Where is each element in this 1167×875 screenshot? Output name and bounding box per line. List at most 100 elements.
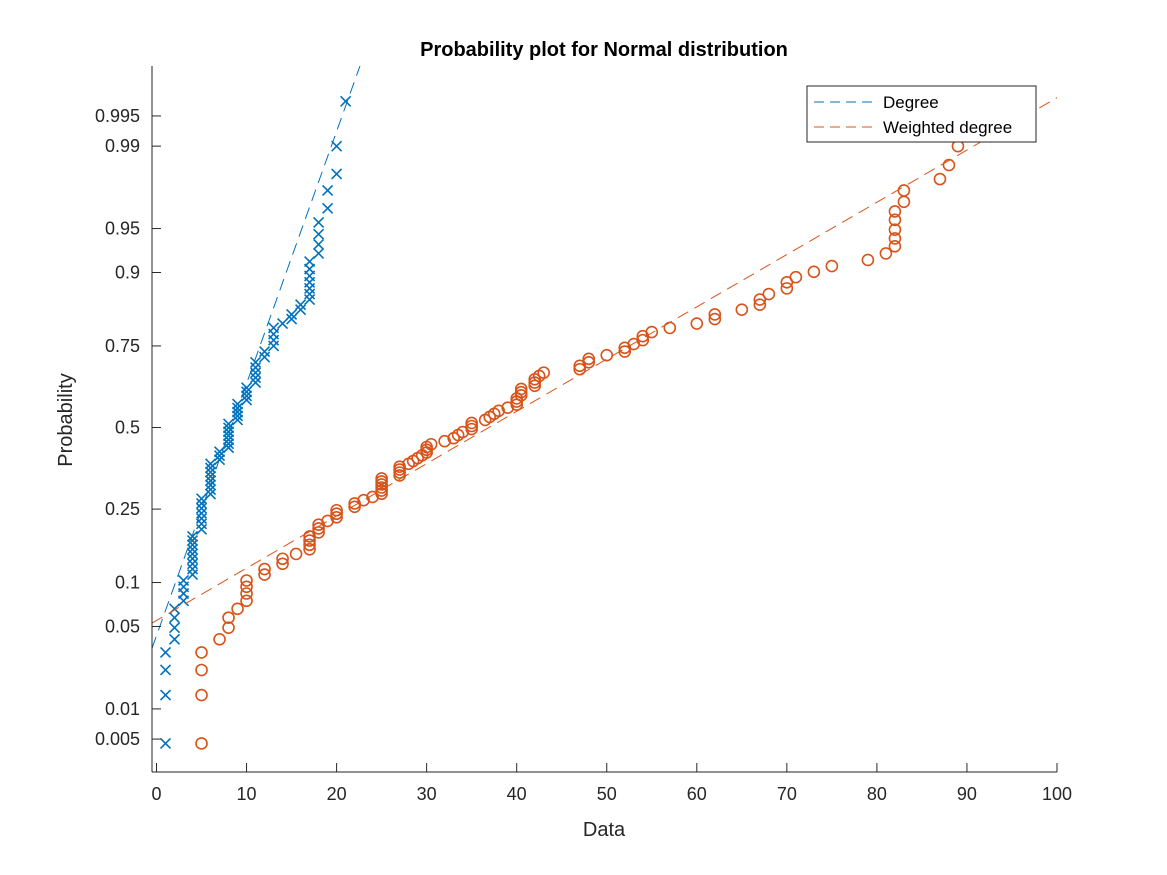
x-tick-label: 30: [417, 784, 437, 804]
data-point-weighted-degree: [195, 688, 208, 702]
data-point-degree: [195, 507, 208, 519]
legend-entry-weighted-degree: Weighted degree: [883, 118, 1012, 137]
data-point-degree: [222, 422, 235, 434]
data-point-degree: [204, 458, 217, 470]
data-point-degree: [231, 410, 244, 422]
data-point-degree: [186, 548, 199, 560]
data-point-weighted-degree: [514, 385, 528, 399]
chart-title: Probability plot for Normal distribution: [420, 39, 788, 61]
data-point-degree: [213, 450, 226, 462]
data-point-weighted-degree: [573, 362, 587, 376]
data-point-weighted-degree: [888, 232, 902, 245]
data-point-weighted-degree: [942, 158, 956, 172]
data-point-degree: [204, 479, 217, 491]
data-point-degree: [186, 558, 199, 570]
data-point-degree: [249, 367, 262, 379]
data-point-degree: [240, 390, 253, 402]
data-point-weighted-degree: [888, 205, 902, 218]
x-tick-label: 20: [327, 784, 347, 804]
data-point-degree: [295, 299, 307, 311]
data-point-degree: [186, 543, 199, 555]
data-point-degree: [240, 386, 253, 398]
data-point-weighted-degree: [537, 366, 551, 379]
y-axis-ticks: 0.005 0.01 0.05 0.1 0.25 0.5 0.75 0.9 0.95 0.99 0.…: [95, 106, 161, 749]
data-point-degree: [331, 140, 343, 152]
data-point-degree: [195, 523, 208, 535]
data-point-degree: [331, 168, 343, 180]
data-point-weighted-degree: [888, 239, 902, 253]
data-point-degree: [168, 633, 181, 645]
data-point-weighted-degree: [240, 594, 253, 608]
y-tick-label: 0.005: [95, 729, 140, 749]
y-tick-label: 0.1: [115, 573, 140, 593]
data-point-degree: [313, 238, 325, 250]
data-point-weighted-degree: [888, 213, 902, 227]
y-tick-label: 0.95: [105, 219, 140, 239]
data-point-weighted-degree: [514, 382, 528, 396]
data-point-degree: [168, 612, 181, 624]
data-point-degree: [204, 488, 217, 500]
data-point-degree: [304, 293, 316, 306]
y-tick-label: 0.99: [105, 136, 140, 156]
data-point-weighted-degree: [330, 510, 343, 524]
data-point-degree: [222, 426, 235, 438]
data-point-degree: [159, 737, 172, 750]
data-point-degree: [177, 574, 190, 587]
data-point-weighted-degree: [213, 632, 226, 646]
data-point-weighted-degree: [825, 259, 839, 273]
data-point-weighted-degree: [528, 376, 542, 389]
data-point-weighted-degree: [195, 663, 208, 677]
x-tick-label: 50: [597, 784, 617, 804]
data-point-degree: [277, 317, 289, 330]
data-point-degree: [222, 418, 235, 430]
data-point-degree: [304, 255, 316, 268]
data-point-degree: [204, 475, 217, 487]
data-point-weighted-degree: [303, 543, 316, 556]
data-point-degree: [340, 95, 352, 107]
legend-box: [806, 85, 1037, 143]
y-tick-label: 0.9: [115, 263, 140, 283]
data-point-weighted-degree: [222, 611, 235, 624]
data-point-degree: [249, 356, 262, 368]
data-point-weighted-degree: [582, 356, 596, 369]
series-weighted-degree: [152, 97, 1057, 750]
data-point-degree: [195, 512, 208, 525]
data-point-degree: [313, 228, 325, 240]
data-point-weighted-degree: [393, 460, 406, 474]
plot-area: [152, 66, 1057, 750]
y-axis-label: Probability: [55, 373, 77, 466]
data-point-degree: [186, 553, 199, 565]
data-point-weighted-degree: [330, 507, 343, 521]
data-point-weighted-degree: [501, 401, 514, 415]
data-point-weighted-degree: [303, 534, 316, 547]
data-point-weighted-degree: [897, 184, 911, 197]
y-tick-label: 0.25: [105, 499, 140, 519]
data-point-degree: [304, 288, 316, 300]
data-point-weighted-degree: [789, 270, 803, 284]
data-point-weighted-degree: [240, 574, 253, 587]
y-tick-label: 0.995: [95, 106, 140, 126]
data-point-degree: [322, 184, 334, 197]
data-point-degree: [159, 646, 172, 658]
y-tick-label: 0.05: [105, 616, 140, 636]
y-tick-label: 0.01: [105, 699, 140, 719]
legend: Degree Weighted degree: [806, 85, 1037, 143]
data-point-weighted-degree: [645, 325, 659, 339]
data-point-weighted-degree: [258, 568, 271, 581]
data-point-weighted-degree: [600, 348, 614, 362]
data-point-weighted-degree: [933, 172, 947, 186]
data-point-degree: [186, 569, 199, 581]
data-point-weighted-degree: [753, 298, 767, 312]
data-point-degree: [204, 466, 217, 478]
data-point-degree: [204, 483, 217, 496]
data-point-degree: [258, 345, 271, 358]
data-point-weighted-degree: [708, 308, 722, 321]
data-point-weighted-degree: [348, 500, 361, 514]
data-point-weighted-degree: [222, 621, 235, 634]
data-point-weighted-degree: [807, 265, 821, 279]
data-point-weighted-degree: [240, 587, 253, 600]
x-axis-label: Data: [583, 819, 626, 841]
data-point-weighted-degree: [240, 580, 253, 594]
x-tick-label: 40: [507, 784, 527, 804]
data-point-weighted-degree: [258, 562, 271, 576]
